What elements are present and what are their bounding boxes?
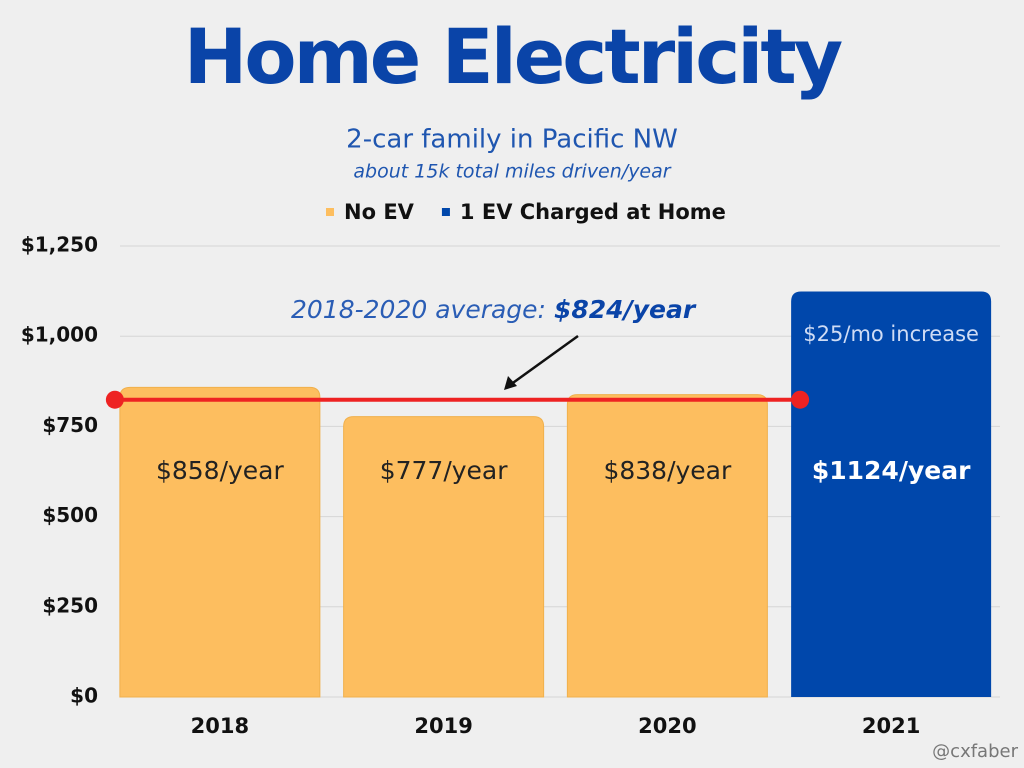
value-label: $1124/year [812,456,971,485]
y-tick-label: $1,250 [21,233,98,257]
x-tick-label: 2019 [414,714,472,738]
average-endpoint [791,390,810,409]
legend-swatch [441,208,450,216]
arrow [509,334,579,387]
y-tick-label: $250 [42,593,98,617]
y-tick-label: $500 [42,503,98,527]
x-tick-label: 2018 [191,714,249,738]
chart-title: Home Electricity [184,12,843,101]
bar [791,291,992,697]
value-label: $858/year [156,456,285,485]
annotation: $25/mo increase [803,322,979,346]
y-tick-label: $0 [70,684,98,708]
subtitle2: about 15k total miles driven/year [353,161,671,183]
x-tick-label: 2021 [862,714,920,738]
average-endpoint [105,390,124,409]
bar [343,416,545,698]
y-tick-label: $750 [42,413,98,437]
subtitle: 2-car family in Pacific NW [346,125,678,155]
legend-label: 1 EV Charged at Home [460,200,726,224]
bar [119,386,321,698]
legend-label: No EV [344,200,415,224]
credit: @cxfaber [932,741,1018,762]
y-tick-label: $1,000 [21,323,98,347]
bar [566,394,768,698]
value-label: $777/year [380,456,509,485]
average-label: 2018-2020 average: [291,295,546,324]
value-label: $838/year [603,456,732,485]
x-tick-label: 2020 [638,714,696,738]
average-value-label: $824/year [554,295,697,324]
legend-swatch [326,208,334,216]
arrow-head [504,376,517,390]
